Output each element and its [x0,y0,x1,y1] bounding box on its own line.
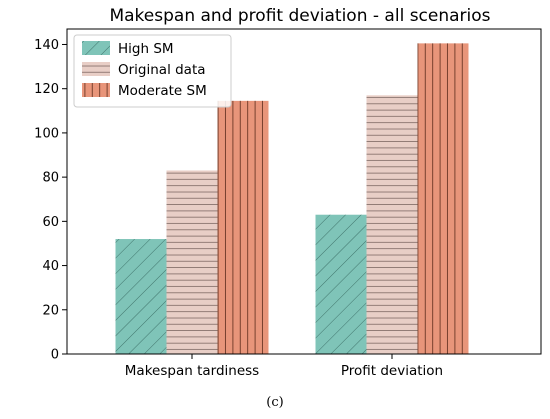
bar-hatch-original-data-2 [366,95,418,354]
bars-layer [115,43,469,354]
legend-swatch-hatch-high-sm [82,41,110,55]
y-tick-label: 120 [34,82,59,97]
x-tick-label: Makespan tardiness [125,363,259,379]
axes-layer: 0 20 40 60 80 100 120 140 Makespan tardiness Prof… [34,28,542,379]
y-tick-label: 20 [42,303,59,318]
legend-label-original-data: Original data [118,62,206,78]
bar-hatch-high-sm-2 [315,214,367,354]
bar-hatch-moderate-sm-1 [217,100,269,354]
y-tick-label: 80 [42,171,59,186]
legend-box [73,34,232,108]
y-tick-label: 140 [34,38,59,53]
chart-title: Makespan and profit deviation - all scen… [109,6,490,26]
legend: High SM Original data Moderate SM [73,34,232,108]
legend-label-moderate-sm: Moderate SM [118,83,207,99]
legend-label-high-sm: High SM [118,41,174,57]
figure-caption: (c) [266,395,283,410]
legend-swatch-hatch-moderate-sm [82,83,110,97]
bar-hatch-high-sm-1 [115,239,167,354]
legend-swatch-hatch-original-data [82,62,110,76]
bar-hatch-original-data-1 [166,170,218,354]
bar-hatch-moderate-sm-2 [417,43,469,354]
x-tick-label: Profit deviation [341,363,443,379]
y-tick-label: 40 [42,259,59,274]
y-tick-label: 100 [34,126,59,141]
y-tick-label: 60 [42,215,59,230]
y-tick-label: 0 [51,348,59,363]
plot-frame [66,28,542,355]
